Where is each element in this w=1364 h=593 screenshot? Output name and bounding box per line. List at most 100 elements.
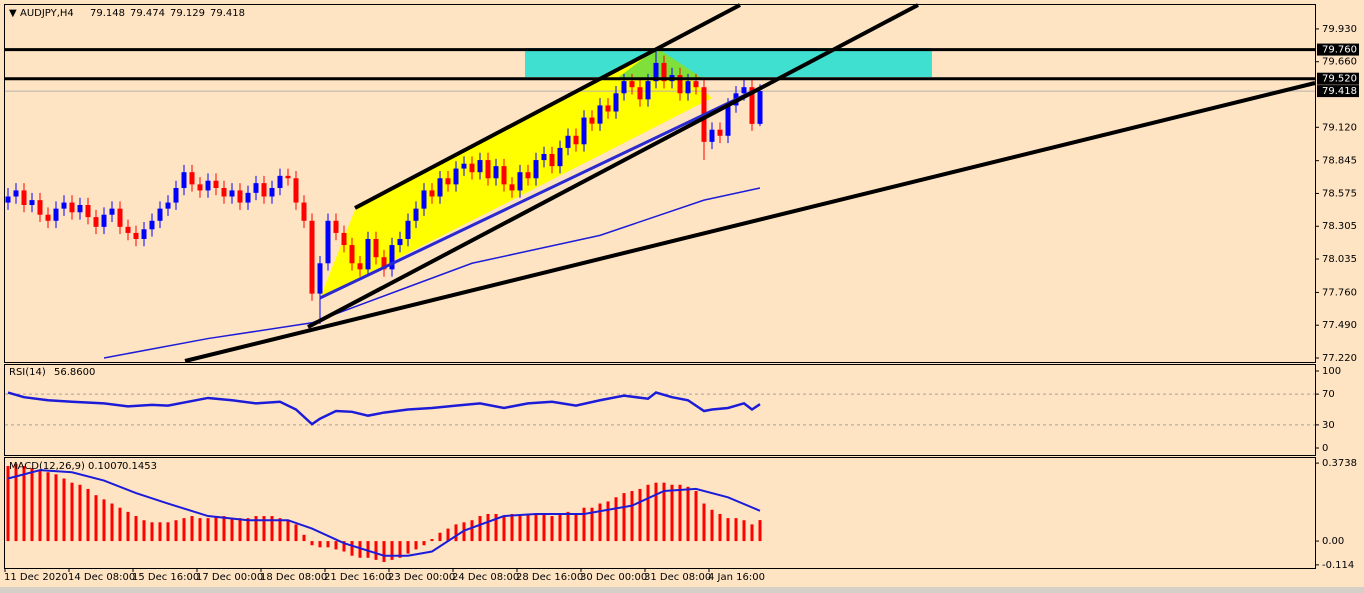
macd-bar [494, 513, 498, 542]
macd-value: 0.1007 [88, 461, 123, 472]
y-tick-label: 70 [1322, 389, 1335, 400]
trend-line [354, 3, 741, 210]
top-fill [615, 48, 705, 80]
macd-bar [326, 541, 330, 548]
x-tick-label: 31 Dec 08:00 [644, 572, 711, 583]
candle-body [493, 166, 499, 179]
y-tick-label: 77.220 [1322, 353, 1357, 364]
macd-bar [638, 488, 642, 542]
candle-body [237, 190, 243, 203]
candle-body [365, 238, 371, 270]
candle-body [157, 208, 163, 221]
macd-bar [78, 484, 82, 542]
candle-body [453, 168, 459, 185]
candle-body [381, 257, 387, 270]
candle-body [573, 135, 579, 145]
zone [525, 48, 932, 77]
regression-line [319, 86, 761, 300]
frames [4, 4, 1316, 569]
candle-body [93, 217, 99, 227]
macd-bar [70, 482, 74, 542]
candle-body [501, 166, 507, 185]
y-tick-label: 30 [1322, 420, 1335, 431]
candle-body [309, 220, 315, 294]
candle-body [517, 172, 523, 191]
candle-body [637, 87, 643, 100]
y-tick-label: 0 [1322, 443, 1328, 454]
macd-bar [382, 541, 386, 562]
macd-bar [446, 528, 450, 542]
y-tick-label: -0.114 [1322, 560, 1354, 571]
macd-bar [198, 518, 202, 542]
drawings-over [184, 3, 1316, 363]
candle-body [229, 190, 235, 197]
candle-body [269, 187, 275, 197]
candle-body [349, 245, 355, 264]
macd-bar [110, 503, 114, 542]
macd-bar [542, 513, 546, 542]
candle-body [317, 263, 323, 294]
candle-body [621, 81, 627, 94]
macd-bar [694, 491, 698, 542]
macd-bar [134, 516, 138, 542]
macd-bar [710, 509, 714, 542]
candle-body [653, 62, 659, 82]
candle-body [53, 208, 59, 221]
macd-bar [374, 541, 378, 560]
candle-body [125, 226, 131, 233]
macd-bar [14, 463, 18, 542]
macd-bar [646, 484, 650, 542]
rsi-value: 56.8600 [54, 367, 95, 378]
price-tag-label: 79.520 [1322, 74, 1357, 85]
candle-body [677, 75, 683, 94]
candle-body [397, 238, 403, 246]
candle-body [173, 187, 179, 203]
macd-bar [62, 478, 66, 542]
y-tick-label: 79.930 [1322, 24, 1357, 35]
candle-body [725, 105, 731, 136]
rsi-line [7, 391, 761, 426]
candle-body [293, 178, 299, 203]
candle-body [605, 105, 611, 112]
macd-bar [142, 520, 146, 542]
candle-body [477, 160, 483, 173]
candle-body [661, 62, 667, 82]
macd-bar [438, 532, 442, 542]
macd-bar [358, 541, 362, 558]
macd-bar [454, 524, 458, 542]
macd-bar [366, 541, 370, 558]
candle-body [333, 220, 339, 233]
candle-body [429, 190, 435, 197]
open: 79.148 [90, 8, 125, 19]
candle-body [541, 153, 547, 161]
macd-bar [582, 507, 586, 542]
candle-body [109, 208, 115, 215]
candle-body [485, 160, 491, 179]
macd-bar [118, 507, 122, 542]
y-tick-label: 78.575 [1322, 188, 1357, 199]
candle-body [413, 208, 419, 221]
candle-body [37, 200, 43, 215]
candle-body [565, 135, 571, 148]
candle-body [189, 172, 195, 185]
macd-title: MACD(12,26,9) [9, 461, 85, 472]
candle-body [45, 214, 51, 221]
price-tag [1317, 72, 1359, 85]
macd-bar [670, 484, 674, 542]
macd-bar [422, 541, 426, 546]
menu-arrow[interactable]: ▼ [9, 8, 17, 19]
macd-bar [742, 520, 746, 542]
macd-bar [430, 538, 434, 542]
candle-body [533, 160, 539, 179]
tab-bar [0, 587, 1364, 593]
candle-body [285, 175, 291, 179]
candle-body [141, 229, 147, 239]
trend-line [307, 3, 919, 329]
rsi-title: RSI(14) [9, 367, 46, 378]
candle-body [509, 184, 515, 191]
macd-bar [558, 513, 562, 542]
macd-bar [590, 507, 594, 542]
macd-bar [518, 516, 522, 542]
